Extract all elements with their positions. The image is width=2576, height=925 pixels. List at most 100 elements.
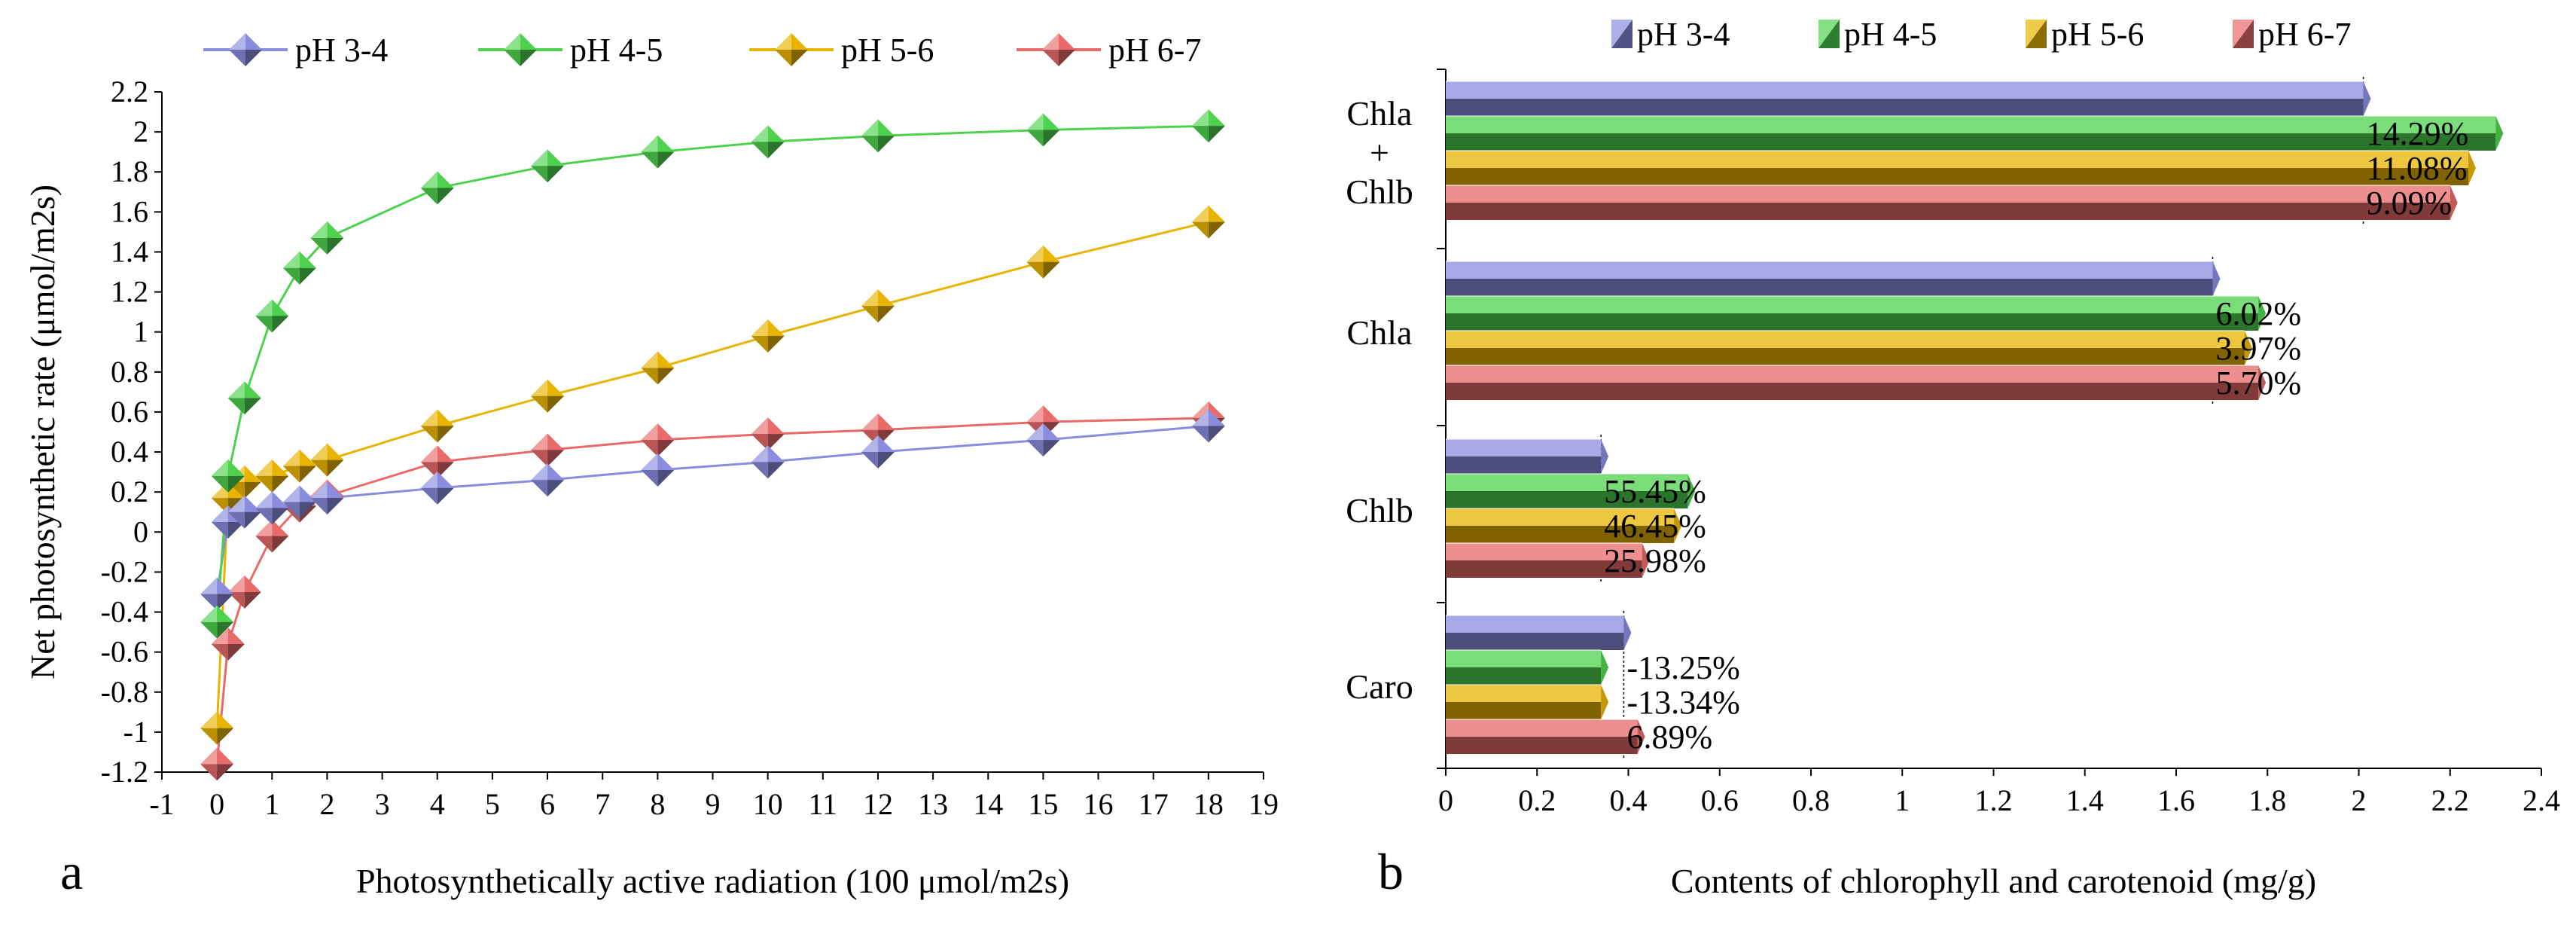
marker-facet	[641, 469, 658, 487]
x-tick-label: 16	[1084, 787, 1114, 821]
marker-facet	[751, 417, 768, 435]
legend-marker	[504, 33, 537, 66]
bar-face-top	[1446, 185, 2450, 203]
category-label-line: Chlb	[1346, 172, 1413, 211]
y-tick-label: 1.2	[111, 275, 148, 309]
legend-marker	[1042, 33, 1075, 66]
bar-face-bottom	[1446, 667, 1602, 685]
marker-facet	[217, 577, 234, 594]
marker-facet	[227, 398, 245, 415]
data-label: 25.98%	[1604, 542, 1706, 579]
y-axis-title: Net photosynthetic rate (μmol/m2s)	[23, 185, 62, 679]
marker-facet	[1191, 409, 1209, 426]
data-point	[641, 423, 675, 457]
marker-facet	[751, 142, 768, 159]
marker-facet	[520, 33, 537, 50]
y-tick-label: 1	[133, 315, 148, 349]
marker-facet	[227, 591, 245, 609]
marker-facet	[520, 50, 537, 66]
marker-facet	[211, 475, 228, 493]
bar-face-top	[1446, 296, 2259, 313]
legend-label: pH 6-7	[2258, 16, 2351, 53]
marker-facet	[310, 481, 328, 499]
bar	[1446, 330, 2252, 365]
marker-facet	[657, 135, 675, 152]
marker-facet	[1026, 261, 1044, 279]
legend-swatch	[2233, 20, 2254, 48]
bar-face-bottom	[1446, 737, 1638, 754]
bar-face-bottom	[1446, 168, 2468, 185]
marker-facet	[791, 50, 808, 66]
marker-facet	[327, 481, 344, 499]
marker-facet	[229, 50, 245, 66]
legend-a: pH 3-4 pH 4-5 pH 5-6 pH 6-7	[203, 32, 1201, 69]
marker-facet	[1208, 409, 1225, 426]
data-point	[255, 491, 289, 525]
bar-face-bottom	[1446, 560, 1642, 578]
marker-facet	[272, 536, 289, 553]
category-label: Chlb	[1346, 491, 1413, 530]
bar-face-bottom	[1446, 702, 1602, 719]
marker-facet	[657, 368, 675, 385]
bar-face-bottom	[1446, 279, 2213, 296]
marker-facet	[200, 711, 218, 728]
bar	[1446, 261, 2221, 296]
marker-facet	[227, 459, 245, 476]
marker-facet	[767, 417, 785, 435]
marker-facet	[767, 336, 785, 353]
category-label-line: Chlb	[1346, 491, 1413, 530]
x-tick-label: 15	[1028, 787, 1058, 821]
data-point	[310, 443, 344, 477]
y-tick-label: -1	[123, 715, 148, 749]
marker-facet	[1043, 113, 1060, 130]
bar-end	[1601, 439, 1609, 474]
marker-facet	[1208, 426, 1225, 443]
marker-facet	[861, 452, 878, 469]
bar-face-top	[1446, 508, 1675, 526]
marker-facet	[1026, 245, 1044, 262]
marker-facet	[877, 119, 895, 136]
legend-swatch-dark	[2233, 20, 2254, 48]
marker-facet	[861, 136, 878, 153]
marker-facet	[227, 575, 245, 592]
data-label: 5.70%	[2216, 365, 2302, 401]
bar-face-bottom	[1446, 633, 1624, 650]
category-label-line: Caro	[1346, 667, 1413, 706]
marker-facet	[227, 381, 245, 398]
marker-facet	[1191, 221, 1209, 239]
bar-face-bottom	[1446, 133, 2496, 151]
y-tick-label: 0.6	[111, 395, 148, 429]
marker-facet	[1059, 33, 1075, 50]
marker-facet	[437, 487, 454, 505]
marker-facet	[200, 594, 218, 611]
marker-facet	[217, 764, 234, 781]
marker-facet	[244, 511, 261, 529]
data-point	[1191, 109, 1225, 143]
data-point	[531, 433, 565, 467]
marker-facet	[227, 522, 245, 539]
bar-face-top	[1446, 151, 2468, 168]
bar-end	[1674, 508, 1682, 543]
category-label: Chla+Chlb	[1346, 94, 1413, 211]
marker-facet	[245, 50, 262, 66]
marker-facet	[245, 33, 262, 50]
marker-facet	[327, 443, 344, 460]
data-point	[211, 627, 245, 661]
marker-facet	[1191, 126, 1209, 143]
marker-facet	[767, 434, 785, 451]
x-tick-label: 1	[1895, 783, 1910, 817]
marker-facet	[227, 627, 245, 645]
y-tick-label: 0	[133, 514, 148, 548]
marker-facet	[282, 251, 300, 268]
marker-facet	[420, 462, 437, 479]
marker-facet	[1043, 405, 1060, 423]
y-tick-label: -0.4	[101, 595, 148, 629]
bar-face-top	[1446, 543, 1642, 560]
bar-end	[1601, 650, 1609, 685]
data-point	[420, 171, 454, 205]
marker-facet	[1208, 205, 1225, 222]
data-point	[227, 575, 261, 609]
marker-facet	[299, 466, 316, 483]
marker-facet	[217, 621, 234, 639]
bar	[1446, 150, 2476, 185]
